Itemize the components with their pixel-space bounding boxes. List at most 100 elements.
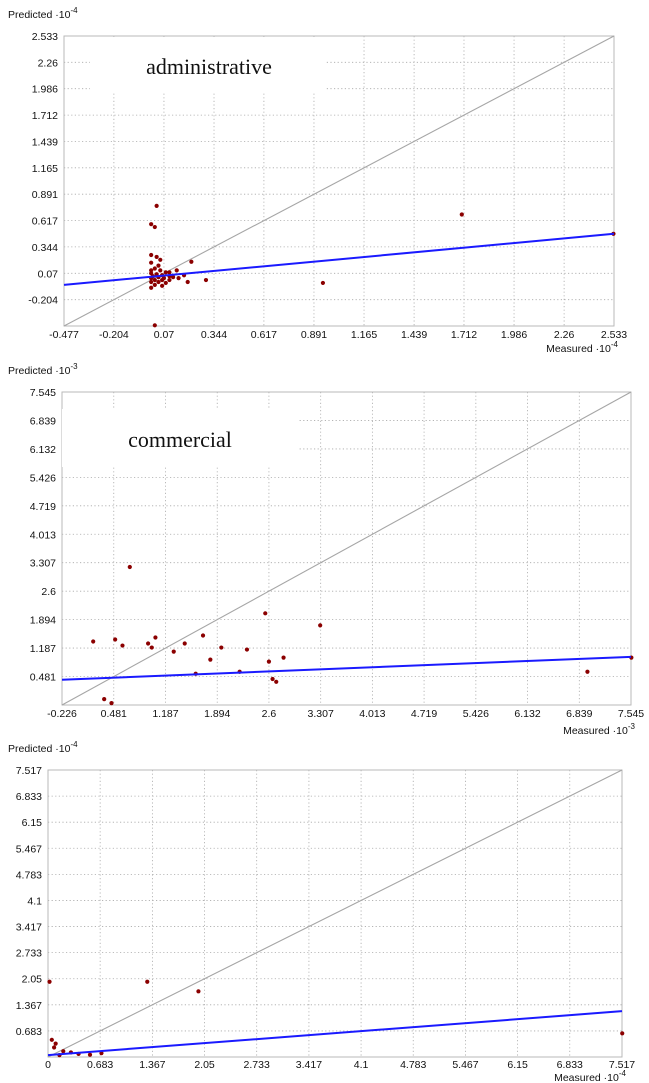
- data-point: [203, 277, 209, 283]
- x-tick-label: 6.839: [566, 708, 592, 720]
- y-tick-label: 1.367: [16, 1000, 42, 1012]
- y-tick-label: 0.481: [30, 672, 56, 684]
- data-point: [113, 637, 118, 642]
- x-tick-label: 2.733: [244, 1059, 270, 1071]
- data-point: [152, 266, 157, 271]
- data-point: [171, 649, 176, 654]
- chart-third: 0 0.683 1.367 2.05 2.733 3.417 4.1 4.783 5.467 6.…: [8, 740, 635, 1083]
- regression-line: [63, 232, 615, 286]
- x-axis-label: Measured ·10-4: [554, 1069, 626, 1083]
- x-axis-label: Measured ·10-4: [546, 340, 618, 355]
- x-tick-label: 0: [45, 1059, 51, 1071]
- data-point: [189, 259, 194, 264]
- data-point: [146, 641, 151, 646]
- plot-frame: [63, 35, 615, 327]
- data-point: [174, 268, 179, 273]
- y-tick-label: 0.344: [32, 242, 58, 254]
- data-point: [318, 623, 323, 628]
- y-axis-label: Predicted ·10-4: [8, 6, 78, 21]
- y-tick-label: 4.719: [30, 501, 56, 513]
- x-tick-label: 6.132: [514, 708, 540, 720]
- data-point: [160, 283, 165, 288]
- x-tick-label: 0.344: [201, 329, 227, 341]
- panel-label-box: [62, 409, 298, 467]
- panel-label-box: [90, 37, 326, 93]
- x-tick-label: 1.165: [351, 329, 377, 341]
- data-point: [244, 647, 250, 652]
- x-tick-label: 3.417: [296, 1059, 322, 1071]
- x-tick-label: -0.226: [47, 708, 77, 720]
- y-tick-label: 4.783: [16, 869, 42, 881]
- y-axis-label: Predicted ·10-3: [8, 362, 78, 377]
- data-point: [152, 224, 157, 230]
- data-point: [156, 279, 161, 285]
- data-point: [99, 1051, 104, 1056]
- data-point: [170, 275, 176, 280]
- data-point: [149, 222, 154, 227]
- y-tick-label: 4.013: [30, 529, 56, 541]
- data-point: [281, 655, 286, 660]
- x-tick-label: 1.894: [204, 708, 230, 720]
- data-point: [263, 611, 268, 616]
- y-tick-label: 2.26: [38, 57, 59, 69]
- data-point: [185, 279, 190, 285]
- y-tick-label: 3.307: [30, 558, 56, 570]
- x-tick-label: 2.05: [194, 1059, 215, 1071]
- data-point: [53, 1041, 58, 1046]
- x-tick-label: 2.533: [601, 329, 627, 341]
- y-tick-label: 5.467: [16, 843, 42, 855]
- y-tick-label: 0.617: [32, 216, 58, 228]
- data-point: [167, 270, 172, 275]
- data-point: [196, 989, 201, 994]
- x-tick-label: 4.013: [359, 708, 385, 720]
- x-tick-label: 5.467: [452, 1059, 478, 1071]
- data-point: [620, 1031, 625, 1036]
- data-point: [52, 1045, 57, 1050]
- x-tick-label: 5.426: [463, 708, 489, 720]
- y-tick-label: 1.165: [32, 163, 58, 175]
- data-point: [158, 268, 163, 273]
- data-point: [182, 641, 187, 646]
- x-tick-label: 0.481: [101, 708, 127, 720]
- y-tick-label: 0.683: [16, 1026, 42, 1038]
- y-tick-label: 6.839: [30, 415, 56, 427]
- data-point: [219, 645, 224, 650]
- chart-administrative: -0.477 -0.204 0.07 0.344 0.617 0.891 1.165 1.43…: [8, 6, 627, 355]
- x-axis-label: Measured ·10-3: [563, 722, 635, 737]
- x-tick-label: 4.783: [400, 1059, 426, 1071]
- y-tick-label: 2.733: [16, 948, 42, 960]
- data-point: [160, 277, 165, 283]
- plot-frame: [61, 391, 632, 706]
- y-tick-label: 1.894: [30, 615, 56, 627]
- panel-label: administrative: [146, 54, 272, 79]
- data-point: [102, 697, 107, 702]
- x-tick-label: 1.367: [139, 1059, 165, 1071]
- x-tick-label: 1.187: [152, 708, 178, 720]
- data-point: [109, 701, 114, 706]
- data-point: [149, 285, 154, 290]
- x-tick-label: 7.545: [618, 708, 644, 720]
- data-point: [149, 279, 154, 285]
- data-point: [585, 669, 590, 674]
- regression-line: [47, 1010, 623, 1057]
- y-tick-label: 1.439: [32, 136, 58, 148]
- x-tick-label: 6.15: [507, 1059, 528, 1071]
- y-tick-label: 7.517: [16, 765, 42, 777]
- y-tick-label: 1.187: [30, 643, 56, 655]
- y-tick-label: 0.891: [32, 189, 58, 201]
- x-tick-label: 2.6: [262, 708, 277, 720]
- x-tick-label: -0.204: [99, 329, 129, 341]
- identity-line: [61, 391, 632, 706]
- data-point: [459, 212, 464, 217]
- data-point: [91, 639, 96, 644]
- y-tick-label: 6.833: [16, 791, 42, 803]
- x-tick-label: -0.477: [49, 329, 79, 341]
- y-tick-label: 6.15: [22, 817, 43, 829]
- x-tick-label: 0.617: [251, 329, 277, 341]
- data-point: [274, 679, 279, 684]
- data-point: [149, 268, 154, 273]
- data-point: [158, 257, 163, 262]
- data-point: [47, 979, 52, 984]
- data-point: [167, 277, 172, 283]
